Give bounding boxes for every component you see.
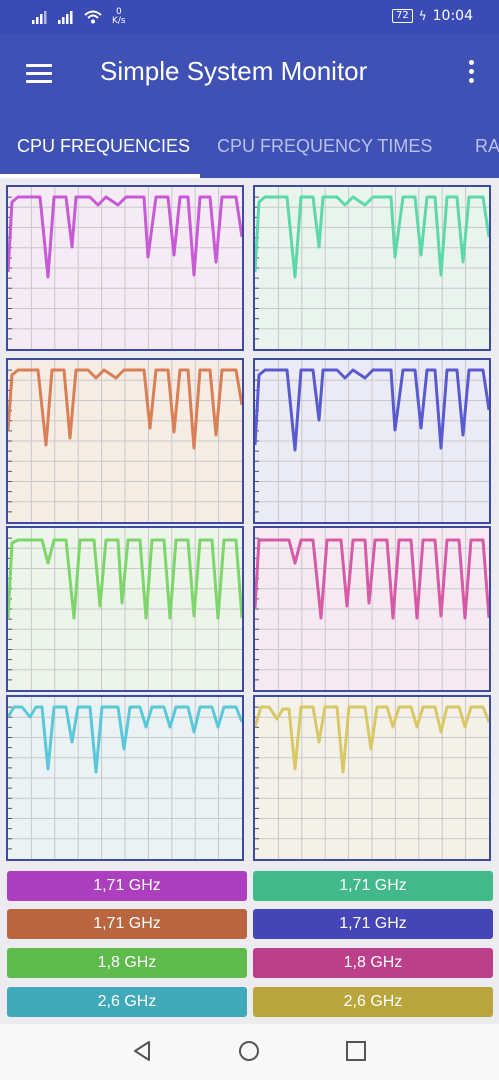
signal-icon [32,11,47,24]
charging-icon: ϟ [418,9,427,23]
core-frequency-label: 2,6 GHz [253,987,493,1017]
battery-icon: 72 [391,9,413,23]
frequency-line [255,705,489,774]
clock: 10:04 [432,8,473,24]
more-options-icon[interactable] [467,60,475,88]
cpu-core-chart [6,358,244,524]
status-bar: 0 K/s 72 ϟ 10:04 [0,0,499,34]
status-left: 0 K/s [32,8,126,26]
back-icon[interactable] [131,1040,153,1062]
cpu-frequency-graph [255,528,489,690]
tab-cpu-frequencies[interactable]: CPU FREQUENCIES [17,136,191,156]
core-frequency-label: 1,71 GHz [7,871,247,901]
recents-icon[interactable] [345,1040,367,1062]
core-frequency-label: 1,8 GHz [7,948,247,978]
net-speed-unit: K/s [112,16,126,26]
cpu-core-chart [6,185,244,351]
cpu-core-chart [253,185,491,351]
tab-ram[interactable]: RA [475,136,499,156]
active-tab-indicator [0,174,200,178]
cpu-frequency-graph [255,697,489,859]
hamburger-menu-icon[interactable] [26,64,52,84]
core-frequency-label: 1,71 GHz [253,909,493,939]
cpu-frequency-graph [8,187,242,349]
net-speed: 0 K/s [112,8,126,26]
wifi-icon [84,10,102,24]
cpu-frequency-graph [8,360,242,522]
cpu-frequency-graph [8,528,242,690]
tab-bar: CPU FREQUENCIES CPU FREQUENCY TIMES RA [0,114,499,178]
cpu-frequency-graph [255,187,489,349]
cpu-core-chart [253,358,491,524]
tab-cpu-frequency-times[interactable]: CPU FREQUENCY TIMES [217,136,433,156]
frequency-line [8,195,242,279]
net-speed-value: 0 [115,7,122,17]
cpu-core-chart [6,526,244,692]
frequency-line [8,538,242,620]
core-frequency-label: 1,8 GHz [253,948,493,978]
core-frequency-label: 1,71 GHz [7,909,247,939]
cpu-core-chart [253,695,491,861]
frequency-line [255,368,489,452]
status-right: 72 ϟ 10:04 [391,8,473,24]
cpu-frequency-graph [255,360,489,522]
app-bar: Simple System Monitor [0,34,499,114]
signal-icon [58,11,73,24]
frequency-line [255,538,489,620]
frequency-line [8,705,242,774]
cpu-core-chart [253,526,491,692]
core-frequency-label: 2,6 GHz [7,987,247,1017]
navigation-bar [0,1024,499,1080]
frequency-line [8,368,242,450]
frequency-line [255,195,489,279]
core-frequency-label: 1,71 GHz [253,871,493,901]
cpu-core-chart [6,695,244,861]
home-icon[interactable] [238,1040,260,1062]
app-title: Simple System Monitor [100,56,368,86]
cpu-frequency-graph [8,697,242,859]
